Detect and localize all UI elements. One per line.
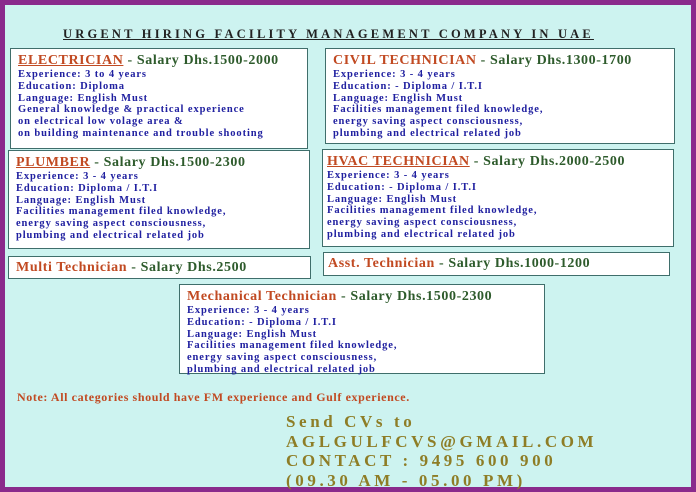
job-role: Asst. Technician bbox=[328, 256, 435, 271]
contact-hours: (09.30 AM - 05.00 PM) bbox=[286, 470, 526, 490]
job-role: Mechanical Technician bbox=[187, 289, 337, 304]
job-role: Multi Technician bbox=[16, 260, 128, 275]
email-address: AGLGULFCVS@GMAIL.COM bbox=[286, 431, 598, 451]
job-role: ELECTRICIAN bbox=[18, 53, 124, 68]
job-detail-line: Language: English Must bbox=[333, 92, 464, 104]
job-detail-line: Education: Diploma / I.T.I bbox=[16, 182, 158, 194]
job-detail-line: Experience: 3 - 4 years bbox=[187, 305, 310, 316]
job-salary: - Salary Dhs.1500-2000 bbox=[123, 53, 279, 68]
job-detail-line: energy saving aspect consciousness, bbox=[333, 116, 524, 128]
job-detail-line: Education: - Diploma / I.T.I bbox=[187, 316, 337, 328]
job-detail-line: Facilities management filed knowledge, bbox=[327, 205, 538, 217]
job-detail-line: Language: English Must bbox=[187, 328, 318, 340]
job-role: HVAC TECHNICIAN bbox=[327, 154, 470, 169]
contact-phone: CONTACT : 9495 600 900 bbox=[286, 451, 557, 470]
job-detail-line: Language: English Must bbox=[16, 194, 147, 206]
job-detail-line: Facilities management filed knowledge, bbox=[187, 340, 398, 352]
job-detail-line: Education: - Diploma / I.T.I bbox=[327, 181, 477, 193]
job-detail-line: Experience: 3 to 4 years bbox=[18, 69, 147, 80]
job-salary: - Salary Dhs.1300-1700 bbox=[476, 53, 632, 68]
job-detail-line: Language: English Must bbox=[327, 193, 458, 205]
job-detail-line: Experience: 3 - 4 years bbox=[16, 171, 139, 182]
job-detail-line: Facilities management filed knowledge, bbox=[16, 206, 227, 218]
job-salary: - Salary Dhs.1500-2300 bbox=[336, 289, 493, 304]
job-mechanical-technician: Mechanical Technician - Salary Dhs.1500-… bbox=[179, 284, 545, 375]
job-detail-line: Language: English Must bbox=[18, 92, 149, 104]
job-detail-line: plumbing and electrical related job bbox=[187, 363, 376, 375]
job-detail-line: Education: - Diploma / I.T.I bbox=[333, 80, 483, 92]
job-hvac-technician: HVAC TECHNICIAN - Salary Dhs.2000-2500 E… bbox=[322, 149, 674, 247]
job-role: PLUMBER bbox=[16, 155, 91, 170]
contact-block: Send CVs to AGLGULFCVS@GMAIL.COM CONTACT… bbox=[286, 412, 597, 490]
job-detail-line: energy saving aspect consciousness, bbox=[16, 218, 207, 230]
job-electrician: ELECTRICIAN - Salary Dhs.1500-2000 Exper… bbox=[10, 48, 308, 149]
job-detail-line: plumbing and electrical related job bbox=[16, 229, 205, 241]
job-role: CIVIL TECHNICIAN bbox=[333, 53, 477, 68]
job-detail-line: General knowledge & practical experience bbox=[18, 104, 245, 116]
job-salary: - Salary Dhs.2500 bbox=[127, 260, 247, 275]
poster-title: URGENT HIRING FACILITY MANAGEMENT COMPAN… bbox=[63, 27, 594, 41]
job-detail-line: on building maintenance and trouble shoo… bbox=[18, 127, 264, 139]
job-salary: - Salary Dhs.1500-2300 bbox=[90, 155, 246, 170]
job-plumber: PLUMBER - Salary Dhs.1500-2300 Experienc… bbox=[8, 150, 310, 249]
job-detail-line: plumbing and electrical related job bbox=[327, 228, 516, 240]
job-civil-technician: CIVIL TECHNICIAN - Salary Dhs.1300-1700 … bbox=[325, 48, 675, 144]
send-cvs-text: Send CVs to bbox=[286, 412, 416, 431]
job-detail-line: Facilities management filed knowledge, bbox=[333, 104, 544, 116]
job-detail-line: plumbing and electrical related job bbox=[333, 127, 522, 139]
job-detail-line: Education: Diploma bbox=[18, 80, 125, 92]
note-text: Note: All categories should have FM expe… bbox=[17, 390, 410, 404]
job-detail-line: Experience: 3 - 4 years bbox=[327, 170, 450, 181]
job-asst-technician: Asst. Technician - Salary Dhs.1000-1200 bbox=[323, 252, 670, 276]
job-multi-technician: Multi Technician - Salary Dhs.2500 bbox=[8, 256, 311, 279]
job-detail-line: on electrical low volage area & bbox=[18, 116, 184, 128]
job-salary: - Salary Dhs.1000-1200 bbox=[434, 256, 591, 271]
job-detail-line: energy saving aspect consciousness, bbox=[187, 352, 378, 364]
job-salary: - Salary Dhs.2000-2500 bbox=[469, 154, 626, 169]
job-detail-line: Experience: 3 - 4 years bbox=[333, 69, 456, 80]
job-detail-line: energy saving aspect consciousness, bbox=[327, 217, 518, 229]
